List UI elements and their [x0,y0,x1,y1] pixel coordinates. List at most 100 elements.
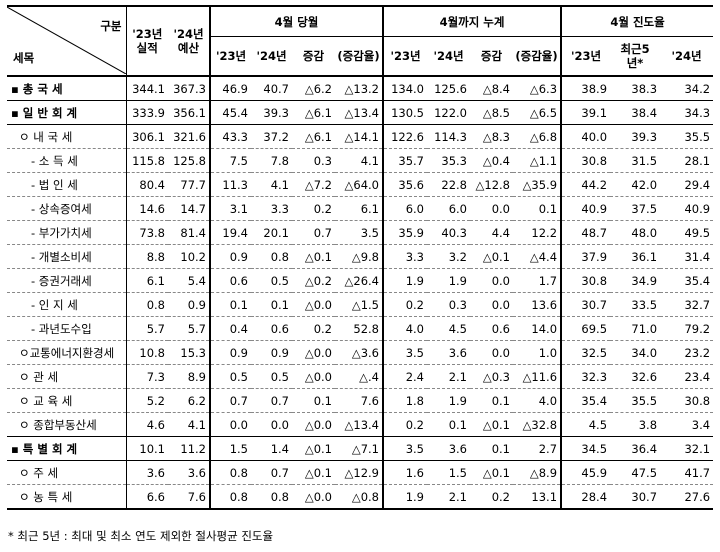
cell-value: △1.1 [513,148,562,173]
cell-value: 4.1 [168,412,210,437]
cell-value: 1.9 [427,268,470,293]
cell-value: 5.2 [126,388,168,413]
header-actual-23: '23년 실적 [126,5,168,77]
cell-value: 35.4 [660,268,714,293]
cell-value: 23.2 [660,340,714,365]
cell-value: 40.3 [427,220,470,245]
cell-value: 0.9 [209,244,251,269]
cell-value: 49.5 [660,220,714,245]
cell-value: △.4 [335,364,383,389]
cell-value: 0.1 [209,292,251,317]
header-budget-24: '24년 예산 [168,5,210,77]
cell-value: △6.3 [513,76,562,101]
header-cumulative-group: 4월까지 누계 [381,5,562,37]
row-label: ㅇ 주 세 [7,460,127,485]
cell-value: 35.7 [382,148,427,173]
cell-value: 35.5 [610,388,661,413]
cell-value: 0.0 [209,412,251,437]
cell-value: △1.5 [335,292,383,317]
cell-value: △12.9 [335,460,383,485]
row-label: - 법 인 세 [7,172,127,197]
cell-value: 114.3 [427,124,470,149]
cell-value: △7.1 [335,436,383,461]
cell-value: 77.7 [168,172,210,197]
cell-value: 0.6 [251,316,292,341]
cell-value: 11.2 [168,436,210,461]
cell-value: 0.6 [209,268,251,293]
cell-value: 5.7 [126,316,168,341]
cell-value: 13.1 [513,484,562,510]
cell-value: △13.4 [335,100,383,125]
cell-value: △0.0 [292,340,335,365]
cell-value: 27.6 [660,484,714,510]
cell-value: 2.1 [427,484,470,510]
header-april-group: 4월 당월 [209,5,383,37]
cell-value: 14.6 [126,196,168,221]
cell-value: △0.0 [292,484,335,510]
cell-value: 7.6 [168,484,210,510]
tax-table-container: 구분 세목 '23년 실적 '24년 예산 4월 당월 4월까지 누계 4월 진… [7,5,714,510]
cell-value: 130.5 [382,100,427,125]
cell-value: 30.7 [560,292,611,317]
row-label: - 부가가치세 [7,220,127,245]
cell-value: 32.5 [560,340,611,365]
cell-value: 7.5 [209,148,251,173]
table-row: ▪ 일 반 회 계 333.9 356.1 45.4 39.3 △6.1 △13.4 130.… [7,100,714,125]
cell-value: 122.0 [427,100,470,125]
cell-value: 40.7 [251,76,292,101]
table-body: ▪ 총 국 세 344.1 367.3 46.9 40.7 △6.2 △13.2 134.0 1… [7,76,714,510]
cell-value: 71.0 [610,316,661,341]
cell-value: △26.4 [335,268,383,293]
cell-value: 0.4 [209,316,251,341]
cell-value: 48.0 [610,220,661,245]
cell-value: 0.2 [382,412,427,437]
cell-value: 1.9 [427,388,470,413]
cell-value: 3.6 [126,460,168,485]
cell-value: 0.8 [251,484,292,510]
cell-value: 4.0 [513,388,562,413]
cell-value: △6.1 [292,124,335,149]
cell-value: 0.8 [209,460,251,485]
cell-value: 0.0 [470,268,513,293]
cell-value: 3.6 [427,340,470,365]
cell-value: 0.7 [251,460,292,485]
cell-value: 4.0 [382,316,427,341]
cell-value: 0.8 [209,484,251,510]
cell-value: 34.5 [560,436,611,461]
cell-value: 3.5 [382,436,427,461]
cell-value: 45.4 [209,100,251,125]
cell-value: 35.4 [560,388,611,413]
cell-value: △7.2 [292,172,335,197]
cell-value: △0.1 [292,436,335,461]
table-row: ㅇ 교 육 세 5.2 6.2 0.7 0.7 0.1 7.6 1.8 1.9 0.1 4.0 35.… [7,388,714,413]
cell-value: 12.2 [513,220,562,245]
cell-value: 39.3 [610,124,661,149]
header-cum-24: '24년 [427,36,470,77]
row-label: - 상속증여세 [7,196,127,221]
cell-value: 37.2 [251,124,292,149]
cell-value: 1.8 [382,388,427,413]
cell-value: 1.0 [513,340,562,365]
cell-value: △0.1 [470,244,513,269]
table-row: ㅇ 종합부동산세 4.6 4.1 0.0 0.0 △0.0 △13.4 0.2 0.1 △0.1 △… [7,412,714,437]
cell-value: △9.8 [335,244,383,269]
cell-value: 44.2 [560,172,611,197]
cell-value: 356.1 [168,100,210,125]
table-row: ▪ 총 국 세 344.1 367.3 46.9 40.7 △6.2 △13.2 134.0 1… [7,76,714,101]
cell-value: 134.0 [382,76,427,101]
row-label: - 개별소비세 [7,244,127,269]
row-label: ▪ 일 반 회 계 [7,100,127,125]
cell-value: 7.6 [335,388,383,413]
cell-value: 36.4 [610,436,661,461]
cell-value: 35.6 [382,172,427,197]
cell-value: △13.2 [335,76,383,101]
cell-value: 1.4 [251,436,292,461]
cell-value: 19.4 [209,220,251,245]
cell-value: 52.8 [335,316,383,341]
cell-value: 39.3 [251,100,292,125]
row-label: ㅇ 교 육 세 [7,388,127,413]
cell-value: △0.0 [292,292,335,317]
cell-value: 11.3 [209,172,251,197]
cell-value: △11.6 [513,364,562,389]
row-label: - 소 득 세 [7,148,127,173]
